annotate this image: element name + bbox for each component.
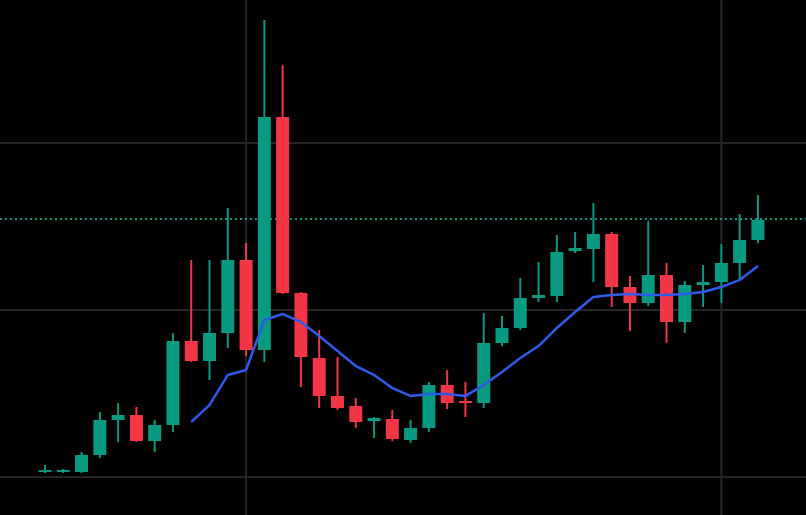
candle-body (696, 282, 710, 285)
candle-body (203, 333, 217, 361)
candle-body (257, 117, 271, 350)
candle-body (422, 385, 436, 428)
candle-body (221, 260, 235, 333)
candle-body (239, 260, 253, 350)
candle-body (477, 343, 491, 403)
candle-body (714, 263, 728, 282)
candle-body (458, 401, 472, 403)
candle-body (93, 420, 107, 455)
candle-body (532, 295, 546, 298)
moving-average (190, 265, 759, 423)
candle-body (148, 425, 162, 441)
candle-body (678, 285, 692, 322)
candle-body (294, 293, 308, 357)
candle-body (404, 428, 418, 440)
candle-body (75, 455, 89, 472)
candle-body (733, 240, 747, 263)
candle-body (513, 298, 527, 328)
candle-body (568, 248, 582, 251)
candle-body (184, 341, 198, 361)
candle-body (641, 275, 655, 303)
candle-body (550, 252, 564, 296)
candle-body (751, 220, 765, 240)
candle-body (166, 341, 180, 425)
candle-body (349, 406, 363, 422)
candle-body (38, 470, 52, 472)
candle-body (276, 117, 290, 293)
candle-body (312, 358, 326, 396)
candle-body (660, 275, 674, 322)
candle-body (56, 470, 70, 472)
candle-body (385, 419, 399, 439)
candle-body (605, 234, 619, 287)
candle-body (586, 234, 600, 249)
candle-body (495, 328, 509, 343)
candle-body (330, 396, 344, 408)
candle-body (367, 418, 381, 421)
candle-body (111, 415, 125, 420)
candle-body (129, 415, 143, 441)
